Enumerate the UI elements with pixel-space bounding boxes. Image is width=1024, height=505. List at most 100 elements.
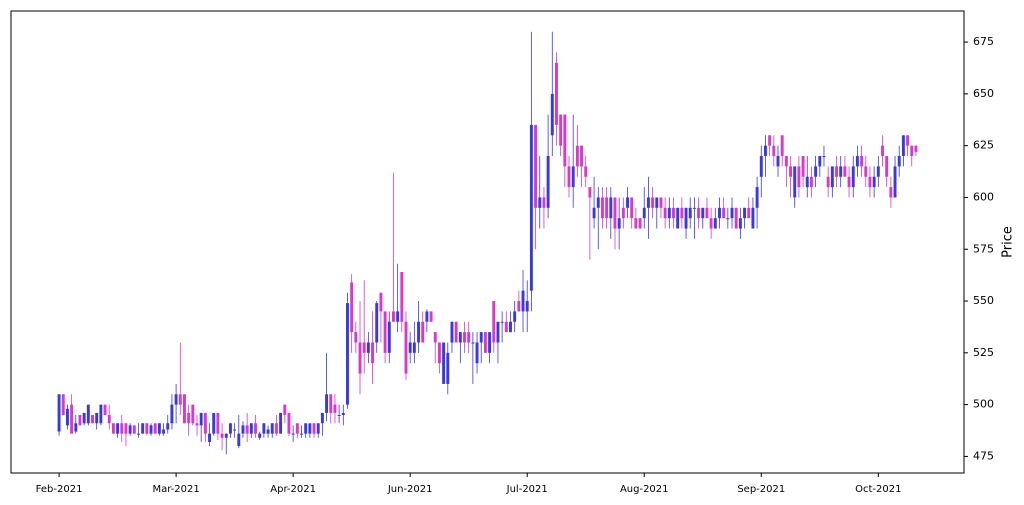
x-tick-label: Jun-2021 (387, 484, 433, 495)
candle-body (513, 311, 517, 322)
candle-body (383, 311, 387, 353)
candle-body (333, 404, 337, 413)
candle-body (346, 303, 349, 405)
candle-body (600, 197, 604, 219)
candle-body (634, 218, 638, 229)
candle-body (630, 197, 634, 219)
candle-body (613, 197, 617, 229)
candle-body (596, 197, 600, 208)
candle-body (855, 156, 859, 167)
x-tick-label: Jul-2021 (506, 484, 548, 495)
candle-body (91, 414, 94, 424)
candle-body (638, 218, 642, 229)
candle-body (82, 412, 86, 424)
candle-body (191, 404, 195, 424)
candle-body (763, 145, 767, 157)
candle-body (124, 423, 128, 434)
candle-body (304, 423, 308, 434)
candle-body (718, 207, 721, 219)
candle-body (454, 321, 458, 343)
candle-body (492, 301, 496, 343)
y-tick-label: 600 (973, 190, 994, 203)
candle-body (676, 207, 680, 229)
candle-body (254, 423, 257, 434)
candle-body (433, 332, 437, 343)
y-tick-label: 475 (973, 449, 994, 462)
candle-body (567, 166, 571, 188)
candle-body (897, 156, 901, 167)
candle-body (132, 425, 136, 434)
candle-body (701, 207, 705, 219)
candle-body (860, 156, 864, 167)
candle-body (475, 342, 479, 364)
candle-body (354, 332, 358, 343)
candle-body (901, 135, 905, 157)
candle-body (417, 321, 420, 343)
candle-body (621, 207, 625, 219)
candle-body (555, 62, 558, 125)
candle-body (216, 412, 220, 434)
candle-body (626, 197, 629, 208)
candle-body (162, 429, 166, 434)
candle-body (429, 311, 433, 322)
candle-body (274, 423, 278, 434)
candle-body (893, 166, 897, 198)
y-tick-label: 525 (973, 346, 994, 359)
candle-body (488, 332, 492, 353)
candle-body (404, 321, 408, 374)
candle-body (655, 197, 659, 208)
candle-body (157, 423, 161, 434)
candle-body (592, 207, 596, 219)
candle-body (479, 332, 483, 343)
x-tick-label: Feb-2021 (36, 484, 83, 495)
y-tick-label: 675 (973, 35, 994, 48)
candle-body (208, 433, 212, 442)
candle-body (809, 176, 813, 188)
candle-body (425, 311, 429, 322)
candle-body (228, 423, 232, 434)
candle-body (463, 332, 466, 343)
candle-body (174, 394, 178, 405)
candle-body (116, 423, 120, 434)
candle-body (396, 311, 400, 322)
plot-frame (10, 10, 965, 474)
candle-body (249, 423, 253, 434)
candle-body (111, 423, 115, 434)
candle-body (780, 135, 784, 157)
candle-body (642, 207, 646, 219)
candle-body (755, 187, 759, 208)
candle-body (262, 423, 266, 434)
candle-body (529, 124, 533, 291)
candle-body (784, 156, 788, 167)
y-tick-label: 550 (973, 294, 994, 307)
candle-body (279, 412, 283, 434)
candle-body (542, 197, 546, 208)
candle-body (881, 145, 884, 157)
candle-body (78, 414, 82, 426)
candle-body (830, 166, 834, 188)
candle-body (387, 321, 391, 353)
candle-body (212, 412, 216, 434)
candle-body (609, 197, 613, 219)
candle-body (241, 425, 245, 434)
candle-body (797, 166, 801, 188)
candle-body (195, 423, 199, 426)
y-axis-label: Price (1001, 226, 1016, 258)
candle-body (534, 124, 538, 208)
candle-body (759, 156, 763, 177)
candle-body (684, 207, 688, 229)
candle-body (329, 394, 333, 413)
candle-body (789, 166, 793, 177)
candle-body (400, 272, 404, 322)
candle-body (245, 425, 249, 434)
x-tick-label: Aug-2021 (620, 484, 669, 495)
candle-body (358, 342, 362, 374)
candle-body (471, 342, 475, 344)
y-tick-label: 625 (973, 139, 994, 152)
candle-body (734, 207, 738, 229)
candle-body (99, 404, 103, 424)
candle-body (316, 423, 320, 434)
candle-body (688, 207, 692, 219)
candle-body (793, 166, 797, 198)
y-tick-label: 500 (973, 398, 994, 411)
